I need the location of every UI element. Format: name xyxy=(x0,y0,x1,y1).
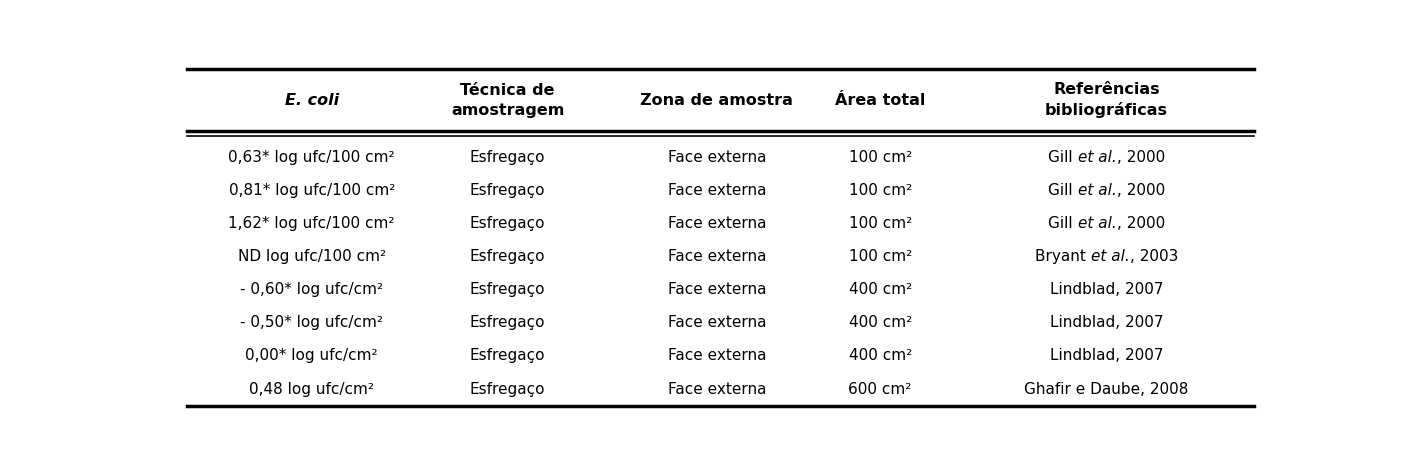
Text: Face externa: Face externa xyxy=(667,381,766,397)
Text: Face externa: Face externa xyxy=(667,315,766,330)
Text: Bryant: Bryant xyxy=(1035,249,1090,264)
Text: et al.: et al. xyxy=(1078,183,1117,197)
Text: Zona de amostra: Zona de amostra xyxy=(641,93,794,108)
Text: Face externa: Face externa xyxy=(667,282,766,297)
Text: Esfregaço: Esfregaço xyxy=(471,150,545,165)
Text: 100 cm²: 100 cm² xyxy=(849,183,912,197)
Text: Técnica de
amostragem: Técnica de amostragem xyxy=(451,83,565,117)
Text: 600 cm²: 600 cm² xyxy=(849,381,912,397)
Text: Face externa: Face externa xyxy=(667,216,766,231)
Text: Gill: Gill xyxy=(1048,216,1078,231)
Text: Esfregaço: Esfregaço xyxy=(471,249,545,264)
Text: , 2000: , 2000 xyxy=(1117,183,1165,197)
Text: Face externa: Face externa xyxy=(667,150,766,165)
Text: , 2000: , 2000 xyxy=(1117,150,1165,165)
Text: 100 cm²: 100 cm² xyxy=(849,150,912,165)
Text: et al.: et al. xyxy=(1078,150,1117,165)
Text: Lindblad, 2007: Lindblad, 2007 xyxy=(1050,315,1163,330)
Text: 0,63* log ufc/100 cm²: 0,63* log ufc/100 cm² xyxy=(229,150,395,165)
Text: - 0,60* log ufc/cm²: - 0,60* log ufc/cm² xyxy=(240,282,384,297)
Text: 0,48 log ufc/cm²: 0,48 log ufc/cm² xyxy=(249,381,374,397)
Text: Esfregaço: Esfregaço xyxy=(471,315,545,330)
Text: et al.: et al. xyxy=(1090,249,1130,264)
Text: 0,00* log ufc/cm²: 0,00* log ufc/cm² xyxy=(246,349,378,364)
Text: Esfregaço: Esfregaço xyxy=(471,216,545,231)
Text: Esfregaço: Esfregaço xyxy=(471,282,545,297)
Text: Face externa: Face externa xyxy=(667,349,766,364)
Text: Esfregaço: Esfregaço xyxy=(471,183,545,197)
Text: 400 cm²: 400 cm² xyxy=(849,282,912,297)
Text: E. coli: E. coli xyxy=(285,93,339,108)
Text: Esfregaço: Esfregaço xyxy=(471,349,545,364)
Text: , 2003: , 2003 xyxy=(1130,249,1177,264)
Text: ND log ufc/100 cm²: ND log ufc/100 cm² xyxy=(237,249,386,264)
Text: Área total: Área total xyxy=(835,93,926,108)
Text: 400 cm²: 400 cm² xyxy=(849,315,912,330)
Text: Lindblad, 2007: Lindblad, 2007 xyxy=(1050,282,1163,297)
Text: Lindblad, 2007: Lindblad, 2007 xyxy=(1050,349,1163,364)
Text: 1,62* log ufc/100 cm²: 1,62* log ufc/100 cm² xyxy=(229,216,395,231)
Text: Gill: Gill xyxy=(1048,150,1078,165)
Text: Esfregaço: Esfregaço xyxy=(471,381,545,397)
Text: Face externa: Face externa xyxy=(667,249,766,264)
Text: et al.: et al. xyxy=(1078,216,1117,231)
Text: Referências
bibliográficas: Referências bibliográficas xyxy=(1045,82,1168,118)
Text: 400 cm²: 400 cm² xyxy=(849,349,912,364)
Text: 100 cm²: 100 cm² xyxy=(849,216,912,231)
Text: Gill: Gill xyxy=(1048,183,1078,197)
Text: Face externa: Face externa xyxy=(667,183,766,197)
Text: Ghafir e Daube, 2008: Ghafir e Daube, 2008 xyxy=(1024,381,1189,397)
Text: , 2000: , 2000 xyxy=(1117,216,1165,231)
Text: 100 cm²: 100 cm² xyxy=(849,249,912,264)
Text: - 0,50* log ufc/cm²: - 0,50* log ufc/cm² xyxy=(240,315,384,330)
Text: 0,81* log ufc/100 cm²: 0,81* log ufc/100 cm² xyxy=(229,183,395,197)
